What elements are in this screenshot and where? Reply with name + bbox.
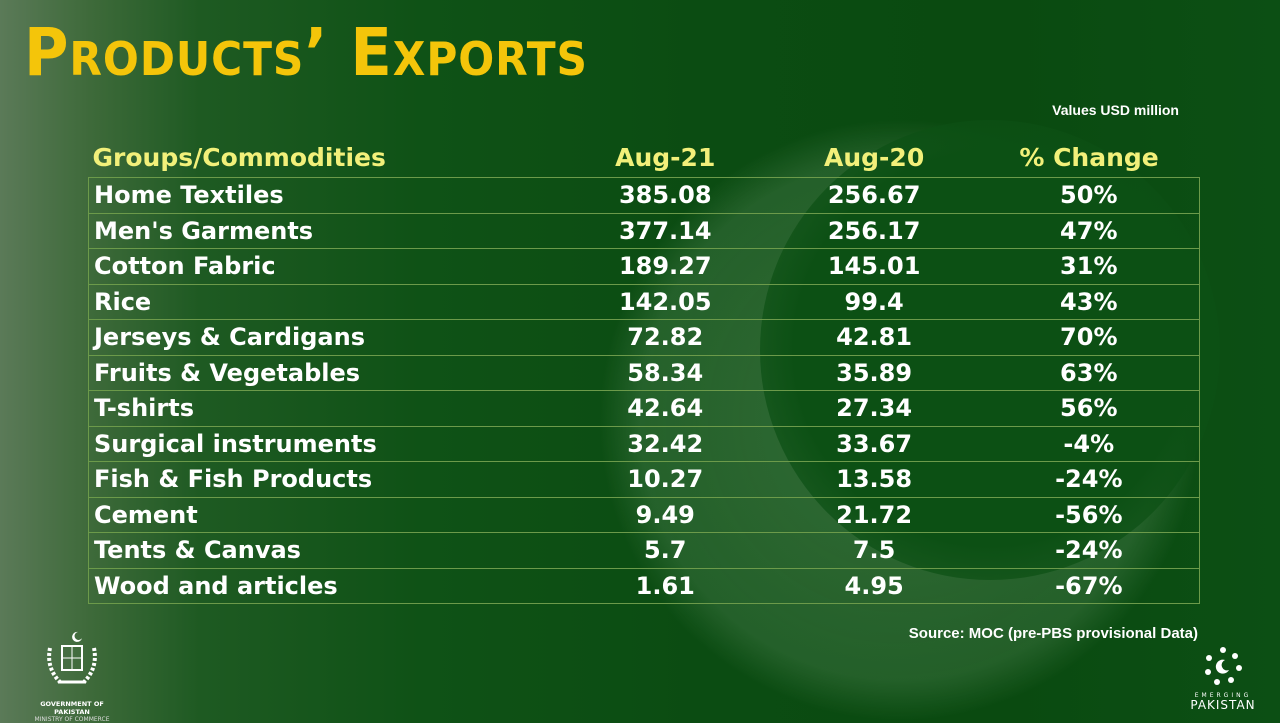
commodity-cell: Surgical instruments [87, 425, 561, 462]
table-row: Home Textiles 385.08 256.67 50% [87, 177, 1200, 213]
commodity-cell: Rice [87, 283, 561, 320]
page-title: Products’ Exports [24, 14, 588, 91]
aug20-value-cell: 42.81 [769, 319, 979, 355]
aug21-value-cell: 385.08 [560, 177, 770, 213]
commodity-cell: Cotton Fabric [87, 248, 561, 284]
column-header: % Change [1019, 142, 1159, 172]
table-row: Rice 142.05 99.4 43% [87, 283, 1200, 320]
commodity-cell: T-shirts [87, 390, 561, 426]
aug20-value-cell: 27.34 [769, 390, 979, 426]
units-note: Values USD million [1052, 102, 1179, 118]
aug21-value-cell: 1.61 [560, 567, 770, 604]
aug21-value-cell: 189.27 [560, 248, 770, 284]
percent-change-cell: 70% [978, 319, 1200, 355]
government-line1: GOVERNMENT OF PAKISTAN [40, 700, 104, 716]
commodity-cell: Fruits & Vegetables [87, 354, 561, 391]
source-note: Source: MOC (pre-PBS provisional Data) [908, 625, 1198, 642]
aug20-value-cell: 145.01 [769, 248, 979, 284]
column-header: Aug-21 [615, 142, 716, 172]
emerging-pakistan-logo: EMERGING PAKISTAN [1188, 644, 1258, 711]
percent-change-cell: -56% [978, 496, 1200, 533]
percent-change-cell: -4% [978, 425, 1200, 462]
aug20-value-cell: 33.67 [769, 425, 979, 462]
aug21-value-cell: 5.7 [560, 532, 770, 568]
table-row: Surgical instruments 32.42 33.67 -4% [87, 425, 1200, 462]
percent-change-cell: -67% [978, 567, 1200, 604]
percent-change-cell: 31% [978, 248, 1200, 284]
state-emblem-icon [47, 631, 97, 684]
commodity-cell: Fish & Fish Products [87, 461, 561, 497]
aug21-value-cell: 10.27 [560, 461, 770, 497]
table-row: Wood and articles 1.61 4.95 -67% [87, 567, 1200, 604]
commodity-cell: Cement [87, 496, 561, 533]
percent-change-cell: -24% [978, 532, 1200, 568]
aug21-value-cell: 72.82 [560, 319, 770, 355]
percent-change-cell: -24% [978, 461, 1200, 497]
percent-change-cell: 47% [978, 212, 1200, 249]
aug20-value-cell: 99.4 [769, 283, 979, 320]
aug20-value-cell: 256.67 [769, 177, 979, 213]
table-row: Tents & Canvas 5.7 7.5 -24% [87, 532, 1200, 568]
government-logo: GOVERNMENT OF PAKISTAN MINISTRY OF COMME… [22, 628, 122, 723]
table-row: Men's Garments 377.14 256.17 47% [87, 212, 1200, 249]
table-header-row: Groups/Commodities Aug-21 Aug-20 % Chang… [89, 137, 1200, 178]
table-row: Fish & Fish Products 10.27 13.58 -24% [87, 461, 1200, 497]
aug20-value-cell: 256.17 [769, 212, 979, 249]
commodity-cell: Jerseys & Cardigans [87, 319, 561, 355]
table-row: Cement 9.49 21.72 -56% [87, 496, 1200, 533]
aug20-value-cell: 13.58 [769, 461, 979, 497]
commodity-cell: Home Textiles [87, 177, 561, 213]
aug21-value-cell: 32.42 [560, 425, 770, 462]
aug21-value-cell: 142.05 [560, 283, 770, 320]
aug21-value-cell: 58.34 [560, 354, 770, 391]
emerging-line1: EMERGING [1194, 692, 1252, 699]
table-row: Jerseys & Cardigans 72.82 42.81 70% [87, 319, 1200, 355]
percent-change-cell: 56% [978, 390, 1200, 426]
emerging-line2: PAKISTAN [1190, 698, 1256, 712]
aug20-value-cell: 4.95 [769, 567, 979, 604]
aug20-value-cell: 7.5 [769, 532, 979, 568]
percent-change-cell: 63% [978, 354, 1200, 391]
emerging-pakistan-icon [1205, 647, 1242, 685]
column-header: Groups/Commodities [92, 142, 386, 172]
percent-change-cell: 50% [978, 177, 1200, 213]
aug20-value-cell: 35.89 [769, 354, 979, 391]
commodity-cell: Tents & Canvas [87, 532, 561, 568]
table-row: Fruits & Vegetables 58.34 35.89 63% [87, 354, 1200, 391]
aug21-value-cell: 9.49 [560, 496, 770, 533]
commodity-cell: Wood and articles [87, 567, 561, 604]
percent-change-cell: 43% [978, 283, 1200, 320]
aug21-value-cell: 377.14 [560, 212, 770, 249]
table-row: T-shirts 42.64 27.34 56% [87, 390, 1200, 426]
column-header: Aug-20 [824, 142, 925, 172]
exports-table: Groups/Commodities Aug-21 Aug-20 % Chang… [87, 137, 1200, 604]
commodity-cell: Men's Garments [87, 212, 561, 249]
table-row: Cotton Fabric 189.27 145.01 31% [87, 248, 1200, 284]
aug21-value-cell: 42.64 [560, 390, 770, 426]
aug20-value-cell: 21.72 [769, 496, 979, 533]
